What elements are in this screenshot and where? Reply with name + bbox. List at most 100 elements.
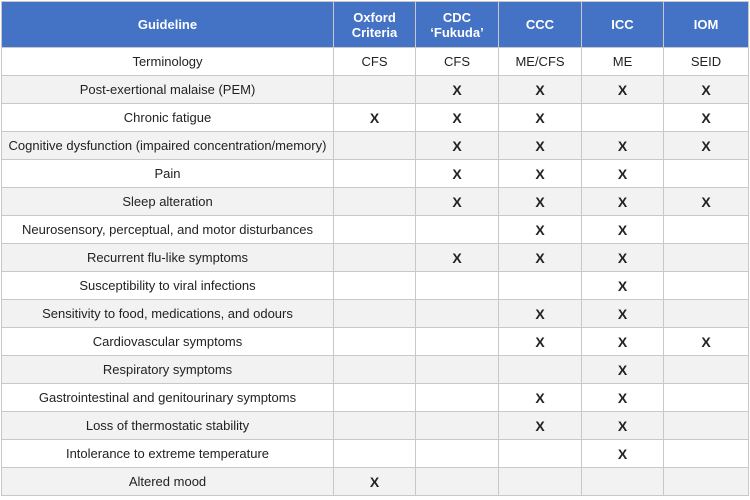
cell: X (498, 299, 582, 328)
cell (415, 271, 499, 300)
cell (663, 159, 749, 188)
cell: X (498, 75, 582, 104)
cell: ME (581, 47, 664, 76)
cell (415, 383, 499, 412)
table-row: Sensitivity to food, medications, and od… (1, 299, 749, 328)
cell (581, 467, 664, 496)
cell (415, 411, 499, 440)
cell (333, 327, 416, 356)
cell (663, 411, 749, 440)
cell (333, 187, 416, 216)
cell (415, 355, 499, 384)
header-cell: Guideline (1, 1, 334, 48)
cell (415, 299, 499, 328)
cell (333, 75, 416, 104)
cell: X (663, 187, 749, 216)
cell: X (415, 103, 499, 132)
table-row: Respiratory symptoms X (1, 355, 749, 384)
cell (663, 355, 749, 384)
cell: X (498, 383, 582, 412)
table-row: Altered mood X (1, 467, 749, 496)
cell: X (581, 215, 664, 244)
table-row: Cognitive dysfunction (impaired concentr… (1, 131, 749, 160)
cell: X (333, 103, 416, 132)
row-label: Neurosensory, perceptual, and motor dist… (1, 215, 334, 244)
cell: CFS (333, 47, 416, 76)
header-cell: ICC (581, 1, 664, 48)
row-label: Gastrointestinal and genitourinary sympt… (1, 383, 334, 412)
cell: X (581, 75, 664, 104)
cell: X (581, 383, 664, 412)
cell (498, 271, 582, 300)
cell: X (498, 159, 582, 188)
cell: X (581, 411, 664, 440)
row-label: Respiratory symptoms (1, 355, 334, 384)
header-cell: IOM (663, 1, 749, 48)
table-row: Recurrent flu-like symptoms X X X (1, 243, 749, 272)
cell (333, 411, 416, 440)
cell: X (663, 75, 749, 104)
cell: X (415, 159, 499, 188)
cell: X (581, 159, 664, 188)
row-label: Intolerance to extreme temperature (1, 439, 334, 468)
cell: X (663, 327, 749, 356)
cell: X (415, 243, 499, 272)
table-row: Sleep alteration X X X X (1, 187, 749, 216)
header-cell: CCC (498, 1, 582, 48)
table-row: Pain X X X (1, 159, 749, 188)
cell: X (415, 187, 499, 216)
row-label: Recurrent flu-like symptoms (1, 243, 334, 272)
table-row: Cardiovascular symptoms X X X (1, 327, 749, 356)
row-label: Chronic fatigue (1, 103, 334, 132)
table-row: Loss of thermostatic stability X X (1, 411, 749, 440)
cell: X (581, 355, 664, 384)
cell (415, 467, 499, 496)
cell: X (581, 243, 664, 272)
cell: X (581, 131, 664, 160)
table-row: Chronic fatigue X X X X (1, 103, 749, 132)
table-body: Terminology CFS CFS ME/CFS ME SEID Post-exerti… (1, 47, 749, 496)
table-row: Neurosensory, perceptual, and motor dist… (1, 215, 749, 244)
header-cell: CDC ‘Fukuda’ (415, 1, 499, 48)
row-label: Cognitive dysfunction (impaired concentr… (1, 131, 334, 160)
table-row: Susceptibility to viral infections X (1, 271, 749, 300)
table-row: Intolerance to extreme temperature X (1, 439, 749, 468)
cell (498, 467, 582, 496)
header-cell: Oxford Criteria (333, 1, 416, 48)
cell: X (581, 439, 664, 468)
cell (498, 355, 582, 384)
cell (333, 355, 416, 384)
cell (415, 327, 499, 356)
cell: SEID (663, 47, 749, 76)
cell (333, 131, 416, 160)
table-row: Post-exertional malaise (PEM) X X X X (1, 75, 749, 104)
header-row: Guideline Oxford Criteria CDC ‘Fukuda’ CCC I… (1, 1, 749, 48)
cell (333, 439, 416, 468)
cell (663, 243, 749, 272)
cell (663, 271, 749, 300)
table-row: Gastrointestinal and genitourinary sympt… (1, 383, 749, 412)
cell: ME/CFS (498, 47, 582, 76)
cell: X (581, 271, 664, 300)
cell (415, 215, 499, 244)
cell: X (415, 75, 499, 104)
cell (333, 299, 416, 328)
cell (581, 103, 664, 132)
cell: X (498, 187, 582, 216)
cell: X (581, 327, 664, 356)
cell (498, 439, 582, 468)
cell: X (663, 131, 749, 160)
cell: X (498, 411, 582, 440)
cell (333, 243, 416, 272)
cell: X (498, 243, 582, 272)
row-label: Sensitivity to food, medications, and od… (1, 299, 334, 328)
cell: X (581, 187, 664, 216)
row-label: Altered mood (1, 467, 334, 496)
cell (663, 299, 749, 328)
cell (333, 159, 416, 188)
row-label: Loss of thermostatic stability (1, 411, 334, 440)
cell: X (498, 215, 582, 244)
cell: X (415, 131, 499, 160)
